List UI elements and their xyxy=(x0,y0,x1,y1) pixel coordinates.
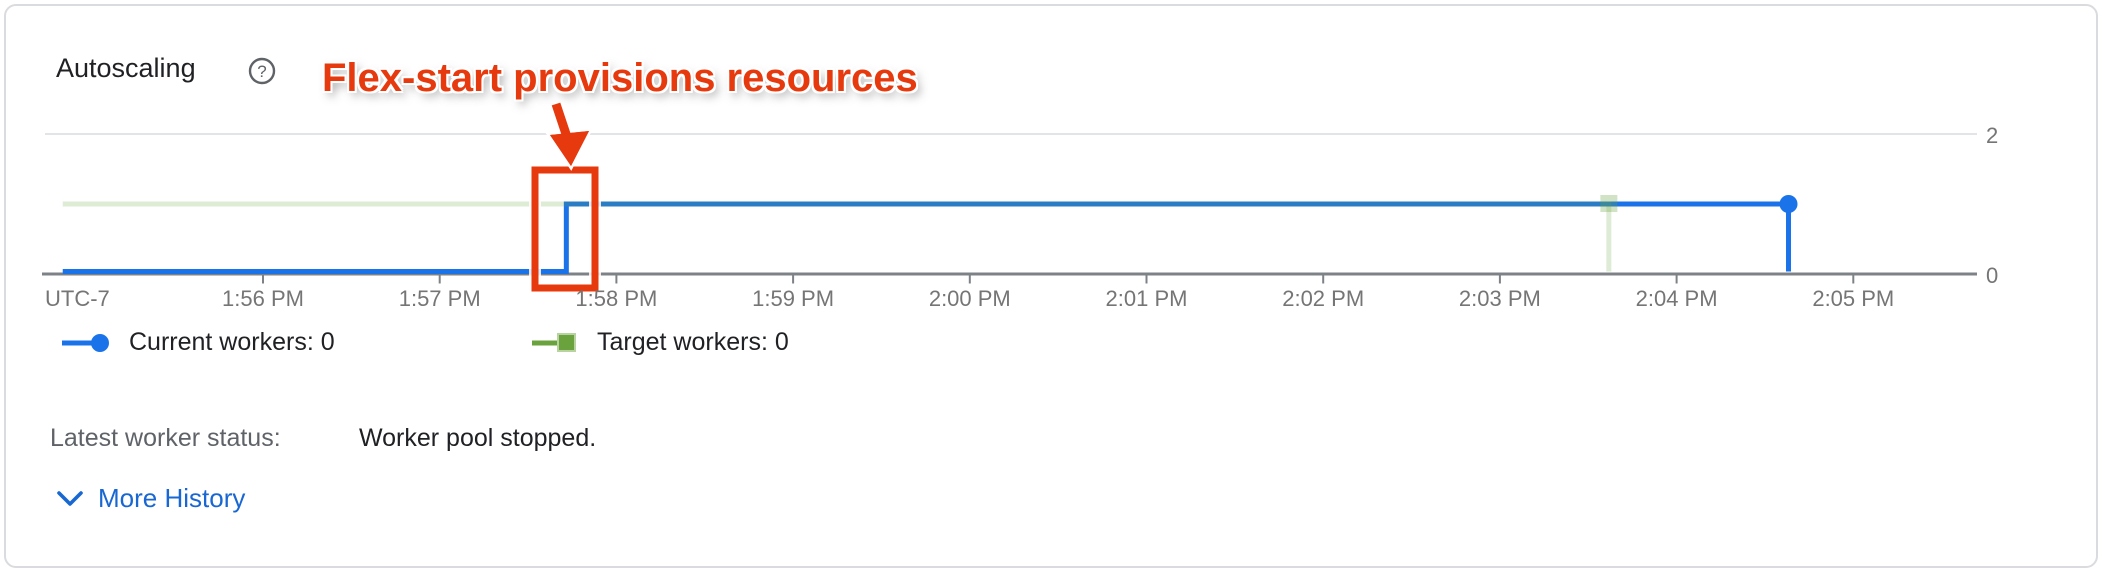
series-lines xyxy=(62,195,1798,274)
status-value: Worker pool stopped. xyxy=(359,424,597,452)
status-label: Latest worker status: xyxy=(50,424,281,452)
x-axis-tick-label: 1:59 PM xyxy=(752,286,835,311)
x-axis-ticks xyxy=(262,274,1855,284)
legend-item-current-workers: Current workers: 0 xyxy=(61,328,335,357)
x-axis-tick-label: 2:05 PM xyxy=(1812,286,1895,311)
more-history-button[interactable]: More History xyxy=(56,483,245,514)
y-axis-label-2: 2 xyxy=(1986,123,1999,148)
target-workers-line xyxy=(62,201,1612,272)
x-axis-tick-label: 1:57 PM xyxy=(398,286,481,311)
legend-label-target-workers: Target workers: 0 xyxy=(597,328,789,356)
chevron-down-icon xyxy=(57,490,83,506)
current-workers-line-dot-icon xyxy=(62,333,109,352)
more-history-label: More History xyxy=(98,483,246,513)
x-axis-tick-label: 1:58 PM xyxy=(575,286,658,311)
x-axis-tick-label: 2:00 PM xyxy=(928,286,1011,311)
target-workers-end-marker xyxy=(1600,195,1618,212)
annotation-arrow-icon xyxy=(545,101,594,171)
page-title: Autoscaling xyxy=(56,53,196,83)
y-axis-label-0: 0 xyxy=(1986,263,1999,288)
x-axis-tick-label: 2:04 PM xyxy=(1635,286,1718,311)
x-axis-tick-label: 2:01 PM xyxy=(1105,286,1188,311)
current-workers-line xyxy=(62,201,1792,274)
flex-start-highlight-box xyxy=(529,164,601,294)
svg-text:?: ? xyxy=(257,62,266,81)
help-icon[interactable]: ? xyxy=(247,56,277,86)
x-axis-tick-label: 2:02 PM xyxy=(1282,286,1365,311)
x-axis-tick-label: 1:56 PM xyxy=(222,286,304,311)
x-axis-timezone-label: UTC-7 xyxy=(45,286,110,311)
legend-label-current-workers: Current workers: 0 xyxy=(129,328,335,356)
target-workers-line-square-icon xyxy=(532,332,576,352)
x-axis-tick-label: 2:03 PM xyxy=(1458,286,1541,311)
card-surface xyxy=(4,4,2098,568)
current-workers-end-marker xyxy=(1779,195,1798,213)
annotation-label: Flex-start provisions resources xyxy=(322,56,918,100)
legend-item-target-workers: Target workers: 0 xyxy=(531,328,789,357)
